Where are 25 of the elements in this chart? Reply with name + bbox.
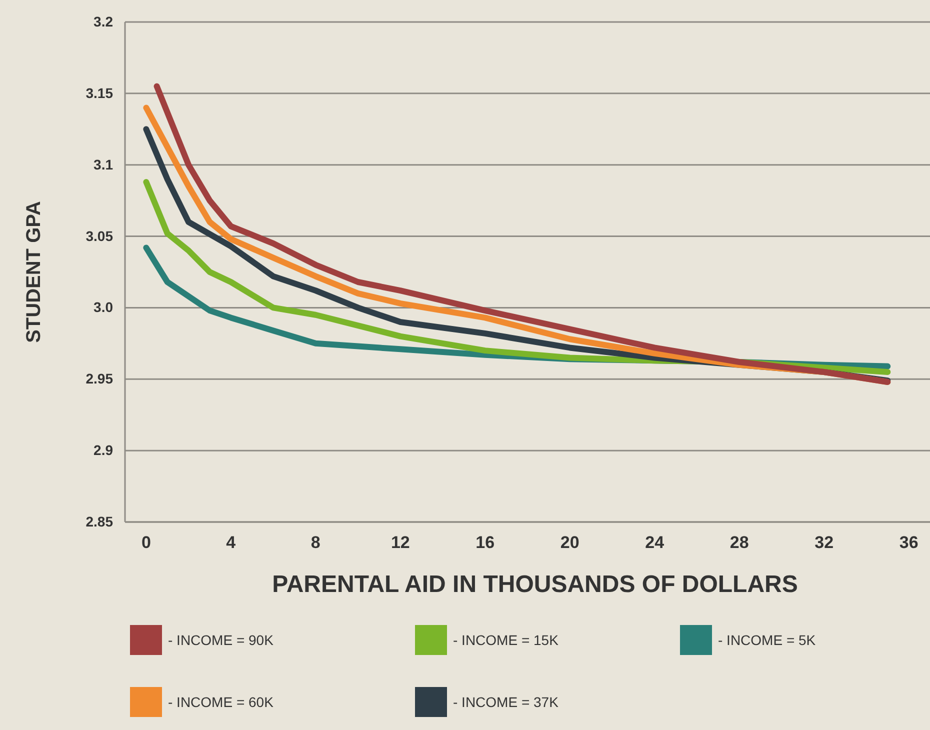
y-tick-label: 3.05 <box>86 228 114 244</box>
x-tick-label: 0 <box>141 533 151 552</box>
y-tick-label: 3.2 <box>94 13 114 30</box>
x-tick-label: 16 <box>476 533 495 552</box>
y-tick-label: 2.95 <box>86 370 114 387</box>
y-tick-label: 3.0 <box>94 299 114 316</box>
x-tick-label: 28 <box>730 533 749 552</box>
legend-label: - INCOME = 37K <box>453 694 560 710</box>
y-tick-label: 3.1 <box>94 156 114 172</box>
legend-label: - INCOME = 90K <box>168 632 274 648</box>
x-tick-label: 36 <box>899 533 918 552</box>
legend-label: - INCOME = 15K <box>453 632 560 648</box>
x-axis-title: PARENTAL AID IN THOUSANDS OF DOLLARS <box>272 571 798 598</box>
x-tick-label: 12 <box>390 533 410 552</box>
legend-label: - INCOME = 60K <box>168 694 274 710</box>
y-tick-label: 2.9 <box>94 442 114 458</box>
x-tick-label: 4 <box>226 533 236 552</box>
y-tick-label: 3.15 <box>86 84 114 101</box>
legend-label: - INCOME = 5K <box>718 632 816 648</box>
y-axis-title: STUDENT GPA <box>23 201 45 343</box>
x-tick-label: 24 <box>645 533 665 552</box>
x-tick-label: 8 <box>310 533 320 552</box>
y-tick-label: 2.85 <box>86 513 114 530</box>
x-tick-label: 32 <box>814 533 834 552</box>
x-tick-label: 20 <box>560 533 580 552</box>
